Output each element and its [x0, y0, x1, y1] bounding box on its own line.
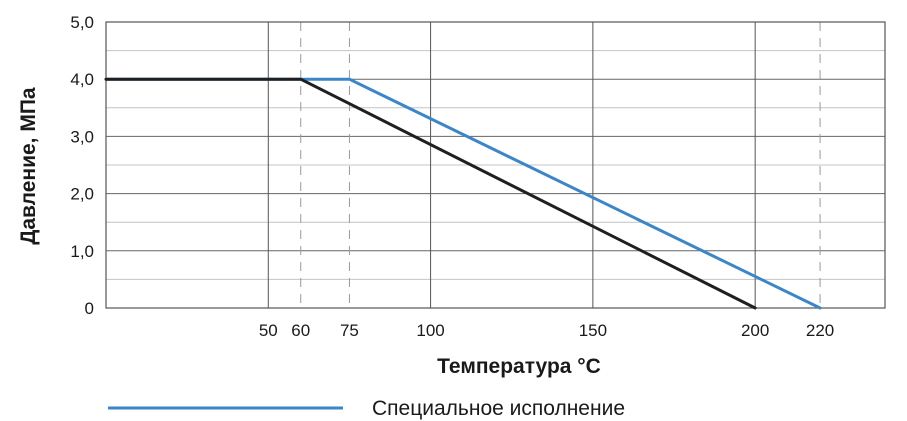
x-tick-label: 200 — [741, 321, 769, 340]
x-tick-label: 220 — [806, 321, 834, 340]
tick-labels: 0 1,0 2,0 3,0 4,0 5,0 50 60 75 100 150 200 220 — [70, 13, 834, 340]
x-tick-label: 60 — [291, 321, 310, 340]
y-tick-label: 5,0 — [70, 13, 94, 32]
x-tick-label: 100 — [416, 321, 444, 340]
x-axis-title: Температура °C — [437, 355, 601, 378]
plot-frame — [105, 21, 886, 309]
legend-label: Специальное исполнение — [372, 397, 625, 420]
legend: Специальное исполнение — [108, 397, 625, 420]
x-tick-label: 150 — [579, 321, 607, 340]
y-tick-label: 0 — [85, 299, 94, 318]
x-tick-label: 75 — [340, 321, 359, 340]
series-lines — [104, 77, 822, 310]
grid — [105, 21, 886, 309]
x-tick-label: 50 — [259, 321, 278, 340]
y-axis-title: Давление, МПа — [17, 87, 40, 245]
y-tick-label: 1,0 — [70, 242, 94, 261]
y-tick-label: 2,0 — [70, 185, 94, 204]
y-tick-label: 4,0 — [70, 70, 94, 89]
series-line-standard — [104, 77, 757, 310]
y-tick-label: 3,0 — [70, 127, 94, 146]
